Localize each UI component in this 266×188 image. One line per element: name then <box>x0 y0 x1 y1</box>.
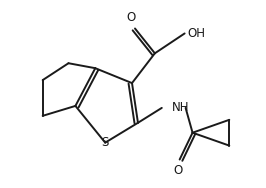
Text: NH: NH <box>172 101 189 114</box>
Text: OH: OH <box>188 27 206 40</box>
Text: O: O <box>173 164 182 177</box>
Text: S: S <box>102 136 109 149</box>
Text: O: O <box>126 11 136 24</box>
